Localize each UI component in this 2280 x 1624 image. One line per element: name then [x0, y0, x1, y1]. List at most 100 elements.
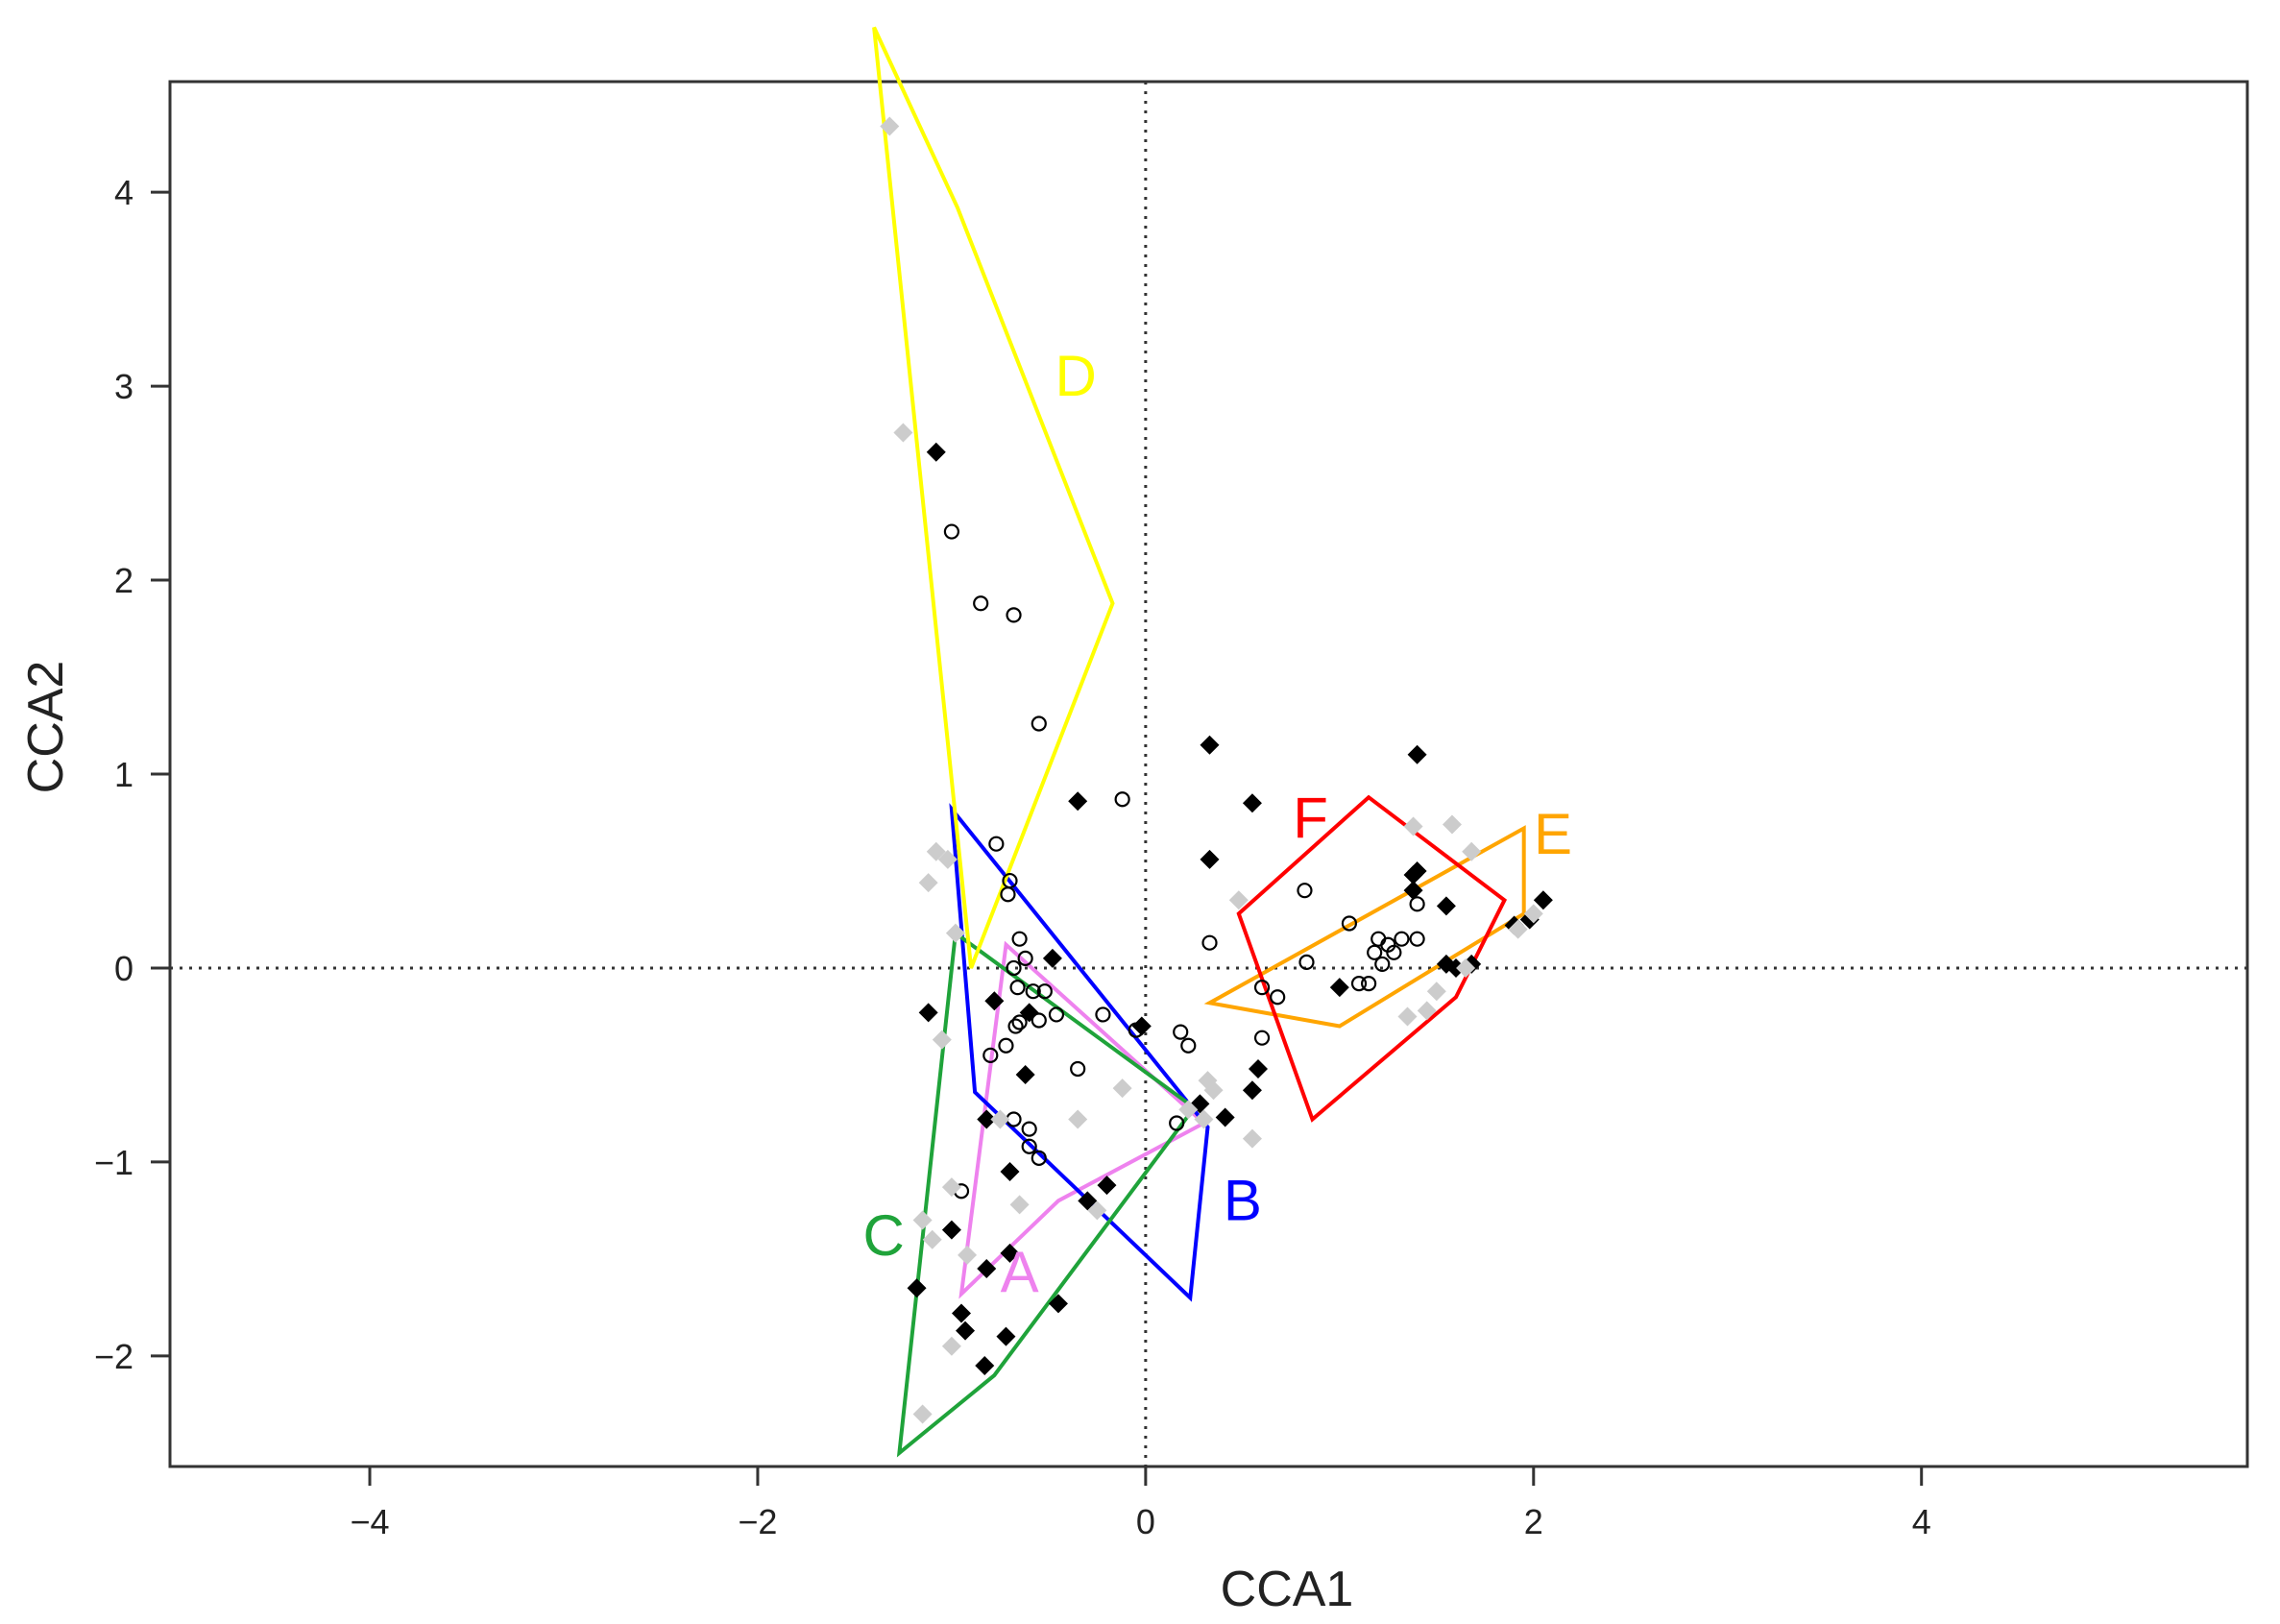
point-filled-diamonds — [1403, 881, 1423, 901]
point-open-circles — [1006, 607, 1022, 623]
group-hull-b — [949, 803, 1210, 1302]
point-grey-diamonds — [958, 1245, 978, 1265]
group-label-c: C — [863, 1203, 905, 1268]
group-label-e: E — [1534, 802, 1572, 866]
point-filled-diamonds — [941, 1220, 961, 1240]
point-grey-diamonds — [1523, 904, 1543, 924]
y-tick-label: 3 — [114, 367, 133, 406]
group-hull-e — [1203, 825, 1526, 1029]
group-hull-f — [1236, 794, 1508, 1123]
point-open-circles — [1031, 1012, 1047, 1029]
point-grey-diamonds — [1068, 1109, 1088, 1129]
x-tick-label: 2 — [1524, 1502, 1543, 1541]
point-filled-diamonds — [1097, 1176, 1117, 1196]
point-grey-diamonds — [1178, 1100, 1199, 1120]
point-open-circles — [1011, 931, 1028, 947]
point-filled-diamonds — [1200, 735, 1220, 755]
point-grey-diamonds — [1242, 1128, 1262, 1149]
y-tick-label: 4 — [114, 173, 133, 212]
point-open-circles — [1297, 883, 1313, 899]
point-filled-diamonds — [1200, 849, 1220, 869]
point-open-circles — [943, 523, 960, 540]
y-axis-title: CCA2 — [18, 661, 74, 794]
point-filled-diamonds — [956, 1321, 976, 1341]
plot-area-frame — [168, 80, 2249, 1468]
point-grey-diamonds — [912, 1210, 933, 1230]
point-open-circles — [1409, 931, 1425, 947]
point-open-circles — [1000, 886, 1016, 903]
point-grey-diamonds — [1456, 957, 1476, 978]
point-filled-diamonds — [977, 1259, 997, 1278]
y-tick-label: 0 — [114, 949, 133, 988]
point-grey-diamonds — [1087, 1200, 1107, 1221]
point-filled-diamonds — [1048, 1294, 1068, 1314]
point-open-circles — [1095, 1006, 1111, 1023]
point-open-circles — [1169, 1115, 1185, 1131]
point-open-circles — [1253, 1030, 1271, 1046]
point-open-circles — [1374, 956, 1391, 973]
point-open-circles — [1025, 983, 1041, 1000]
point-grey-diamonds — [1442, 814, 1462, 835]
point-grey-diamonds — [941, 1336, 961, 1356]
point-grey-diamonds — [1417, 1001, 1437, 1021]
point-open-circles — [1011, 1014, 1028, 1030]
point-filled-diamonds — [1015, 1065, 1035, 1085]
point-open-circles — [1031, 715, 1047, 732]
point-grey-diamonds — [893, 423, 913, 443]
point-filled-diamonds — [1068, 791, 1088, 812]
y-tick-label: 2 — [114, 561, 133, 600]
group-hull-c — [896, 929, 1198, 1458]
point-filled-diamonds — [918, 1003, 938, 1023]
point-open-circles — [1021, 1138, 1037, 1154]
point-filled-diamonds — [1215, 1107, 1235, 1127]
point-grey-diamonds — [1426, 982, 1446, 1002]
point-filled-diamonds — [1407, 744, 1427, 764]
point-filled-diamonds — [1000, 1162, 1020, 1182]
point-filled-diamonds — [977, 1109, 997, 1129]
point-grey-diamonds — [926, 841, 946, 861]
point-open-circles — [1114, 791, 1130, 808]
point-grey-diamonds — [945, 923, 965, 943]
point-grey-diamonds — [1203, 1080, 1224, 1101]
point-grey-diamonds — [1112, 1079, 1132, 1099]
point-grey-diamonds — [1462, 841, 1482, 861]
point-open-circles — [1386, 944, 1402, 960]
point-grey-diamonds — [918, 873, 938, 893]
y-tick-label: −2 — [94, 1337, 133, 1376]
group-label-f: F — [1293, 787, 1328, 851]
point-filled-diamonds — [926, 442, 946, 462]
point-grey-diamonds — [1403, 816, 1423, 836]
point-open-circles — [1350, 976, 1368, 992]
group-label-d: D — [1055, 344, 1096, 408]
y-tick-label: 1 — [114, 755, 133, 794]
point-open-circles — [1009, 980, 1026, 996]
point-filled-diamonds — [1242, 793, 1262, 813]
point-filled-diamonds — [907, 1278, 927, 1298]
group-hull-d — [872, 26, 1115, 969]
point-grey-diamonds — [1009, 1195, 1030, 1215]
point-grey-diamonds — [922, 1229, 942, 1249]
point-open-circles — [988, 836, 1005, 852]
point-filled-diamonds — [996, 1326, 1016, 1346]
point-open-circles — [1367, 944, 1383, 960]
group-label-a: A — [1001, 1240, 1039, 1304]
point-open-circles — [998, 1037, 1014, 1054]
point-open-circles — [973, 595, 989, 612]
x-tick-label: 0 — [1136, 1502, 1155, 1541]
point-open-circles — [1270, 989, 1286, 1006]
point-open-circles — [1298, 954, 1315, 971]
point-grey-diamonds — [990, 1109, 1010, 1129]
point-filled-diamonds — [1329, 978, 1349, 998]
point-open-circles — [1201, 934, 1218, 951]
point-open-circles — [1173, 1024, 1189, 1040]
x-tick-label: −2 — [738, 1502, 777, 1541]
point-filled-diamonds — [975, 1355, 995, 1375]
point-filled-diamonds — [1000, 1243, 1020, 1263]
point-open-circles — [1006, 959, 1022, 977]
point-open-circles — [1128, 1022, 1144, 1038]
point-grey-diamonds — [937, 849, 958, 869]
group-label-b: B — [1224, 1169, 1262, 1233]
point-filled-diamonds — [1019, 1003, 1039, 1023]
point-open-circles — [1021, 1121, 1037, 1137]
